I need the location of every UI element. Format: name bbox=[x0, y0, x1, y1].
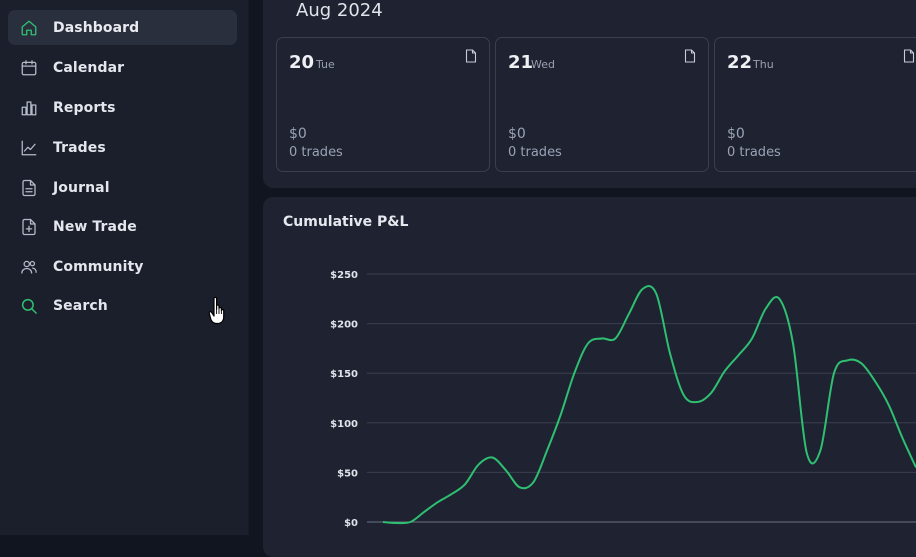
sidebar-item-label: Search bbox=[53, 297, 108, 314]
journal-icon bbox=[20, 179, 38, 197]
y-tick-label: $0 bbox=[344, 518, 358, 529]
sidebar-item-label: Trades bbox=[53, 139, 106, 156]
sidebar-item-journal[interactable]: Journal bbox=[8, 170, 237, 205]
file-plus-icon bbox=[20, 218, 38, 236]
y-tick-label: $50 bbox=[337, 468, 358, 479]
day-card[interactable]: 21 Wed $0 0 trades bbox=[495, 37, 709, 172]
bar-chart-icon bbox=[20, 99, 38, 117]
sidebar-item-label: New Trade bbox=[53, 218, 137, 235]
sidebar: Dashboard Calendar Reports Trade bbox=[0, 0, 249, 535]
day-trades: 0 trades bbox=[289, 145, 343, 160]
sidebar-item-search[interactable]: Search bbox=[8, 288, 237, 323]
sidebar-item-new-trade[interactable]: New Trade bbox=[8, 209, 237, 244]
sidebar-item-dashboard[interactable]: Dashboard bbox=[8, 10, 237, 45]
y-tick-label: $250 bbox=[330, 270, 358, 281]
sidebar-item-reports[interactable]: Reports bbox=[8, 90, 237, 125]
note-icon[interactable] bbox=[903, 49, 915, 63]
day-number: 22 bbox=[727, 52, 753, 73]
day-number: 21 bbox=[508, 52, 534, 73]
month-title: Aug 2024 bbox=[296, 0, 383, 21]
main-content: Aug 2024 20 Tue $0 0 trades 21 Wed $0 0 … bbox=[249, 0, 916, 557]
day-pnl: $0 bbox=[289, 126, 307, 142]
cumulative-pnl-panel: Cumulative P&L $0 $50 $100 $150 $200 $250 bbox=[263, 197, 916, 557]
search-icon bbox=[20, 297, 38, 315]
hand-cursor-icon bbox=[208, 296, 225, 325]
day-trades: 0 trades bbox=[727, 145, 781, 160]
day-trades: 0 trades bbox=[508, 145, 562, 160]
sidebar-item-trades[interactable]: Trades bbox=[8, 130, 237, 165]
sidebar-item-community[interactable]: Community bbox=[8, 249, 237, 284]
line-chart-icon bbox=[20, 139, 38, 157]
sidebar-item-label: Calendar bbox=[53, 59, 125, 76]
day-weekday: Thu bbox=[753, 58, 774, 71]
note-icon[interactable] bbox=[684, 49, 696, 63]
sidebar-item-calendar[interactable]: Calendar bbox=[8, 50, 237, 85]
y-tick-label: $200 bbox=[330, 320, 358, 331]
day-pnl: $0 bbox=[727, 126, 745, 142]
users-icon bbox=[20, 258, 38, 276]
day-number: 20 bbox=[289, 52, 315, 73]
y-tick-label: $100 bbox=[330, 419, 358, 430]
sidebar-item-label: Dashboard bbox=[53, 19, 140, 36]
y-tick-label: $150 bbox=[330, 369, 358, 380]
day-pnl: $0 bbox=[508, 126, 526, 142]
sidebar-item-label: Journal bbox=[53, 179, 110, 196]
chart-title: Cumulative P&L bbox=[283, 214, 409, 230]
pnl-series-line bbox=[382, 285, 916, 525]
note-icon[interactable] bbox=[465, 49, 477, 63]
calendar-icon bbox=[20, 59, 38, 77]
week-panel: Aug 2024 20 Tue $0 0 trades 21 Wed $0 0 … bbox=[263, 0, 916, 188]
day-weekday: Tue bbox=[316, 58, 335, 71]
cumulative-pnl-chart: $0 $50 $100 $150 $200 $250 bbox=[330, 270, 916, 529]
sidebar-item-label: Reports bbox=[53, 99, 116, 116]
day-card[interactable]: 22 Thu $0 0 trades bbox=[714, 37, 916, 172]
sidebar-item-label: Community bbox=[53, 258, 144, 275]
day-weekday: Wed bbox=[531, 58, 555, 71]
day-card[interactable]: 20 Tue $0 0 trades bbox=[276, 37, 490, 172]
home-icon bbox=[20, 19, 38, 37]
